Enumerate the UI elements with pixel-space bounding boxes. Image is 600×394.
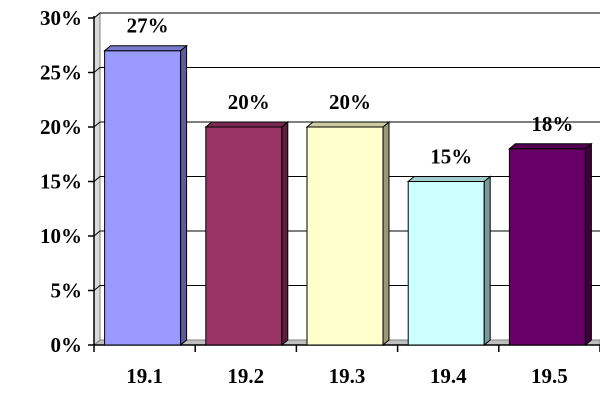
y-tick-label: 20% xyxy=(40,115,82,139)
bar-top xyxy=(305,121,391,128)
bar-top xyxy=(406,176,492,182)
bar-19.4 xyxy=(406,175,492,347)
bar-side xyxy=(281,120,289,347)
y-tick-label: 10% xyxy=(40,224,82,248)
gridline xyxy=(93,12,600,19)
bar-side xyxy=(180,44,188,347)
bar-19.1 xyxy=(103,44,188,347)
bar-top xyxy=(204,121,290,128)
bar-front xyxy=(104,50,182,346)
data-label: 27% xyxy=(127,14,169,38)
y-tick-label: 5% xyxy=(51,279,83,303)
bar-19.5 xyxy=(508,142,593,347)
y-axis-ticks: 0% 5% 10% 15% 20% 25% 30% xyxy=(40,6,94,357)
x-category-label: 19.4 xyxy=(430,364,467,388)
bars xyxy=(103,44,593,347)
bar-side xyxy=(483,175,491,347)
bar-side xyxy=(584,142,592,347)
x-category-label: 19.1 xyxy=(126,364,163,388)
y-tick-label: 0% xyxy=(51,333,83,357)
bar-front xyxy=(205,126,283,346)
bar-top xyxy=(103,45,188,52)
bar-front xyxy=(407,181,485,346)
bar-19.2 xyxy=(204,120,290,347)
bar-side xyxy=(382,120,390,347)
data-labels: 27% 20% 20% 15% 18% xyxy=(127,14,574,169)
x-axis-categories: 19.1 19.2 19.3 19.4 19.5 xyxy=(126,364,568,388)
data-label: 15% xyxy=(430,145,472,169)
x-category-label: 19.5 xyxy=(531,364,568,388)
data-label: 20% xyxy=(329,90,371,114)
data-label: 18% xyxy=(531,112,573,136)
y-tick-label: 30% xyxy=(40,6,82,30)
y-tick-label: 25% xyxy=(40,61,82,85)
gridline xyxy=(93,67,600,73)
x-category-label: 19.3 xyxy=(329,364,366,388)
y-tick-label: 15% xyxy=(40,170,82,194)
bar-top xyxy=(508,143,593,150)
bar-front xyxy=(508,148,586,346)
x-category-label: 19.2 xyxy=(227,364,264,388)
bar-front xyxy=(306,126,384,346)
bar-19.3 xyxy=(305,120,391,347)
data-label: 20% xyxy=(228,90,270,114)
gridline xyxy=(93,121,600,128)
